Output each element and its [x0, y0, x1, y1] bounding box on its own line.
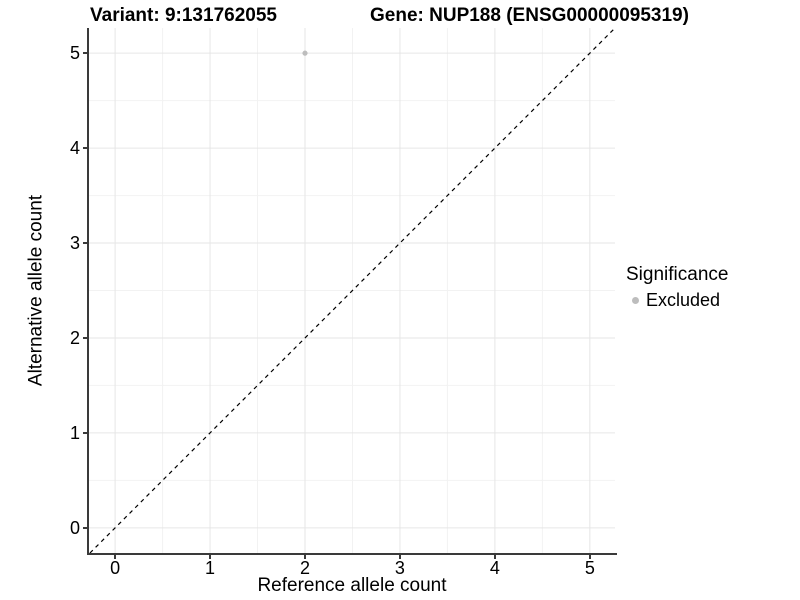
y-tick-label: 1	[69, 422, 80, 443]
plot-panel	[89, 27, 616, 554]
x-axis-line	[87, 553, 617, 555]
x-tick-mark	[493, 555, 496, 559]
legend-entries: Excluded	[626, 290, 728, 310]
plot-canvas	[89, 27, 616, 554]
x-tick-mark	[114, 555, 117, 559]
x-tick-label: 4	[489, 558, 500, 578]
x-tick-label: 0	[110, 558, 121, 578]
y-axis-line	[87, 28, 89, 555]
y-tick-mark	[83, 526, 87, 529]
x-tick-mark	[304, 555, 306, 559]
legend-key-dot-icon	[632, 296, 639, 304]
y-tick-label: 0	[69, 517, 80, 538]
y-tick-label: 2	[69, 327, 80, 348]
data-point	[302, 50, 308, 56]
y-tick-label: 5	[69, 43, 80, 64]
plot-title-gene: Gene: NUP188 (ENSG00000095319)	[370, 5, 689, 26]
plot-title-variant: Variant: 9:131762055	[90, 5, 277, 26]
x-tick-mark	[209, 555, 212, 559]
y-tick-mark	[83, 431, 87, 434]
identity-line	[89, 27, 616, 554]
y-tick-mark	[83, 52, 87, 55]
y-tick-mark	[83, 242, 87, 245]
y-tick-label: 4	[69, 138, 80, 159]
y-axis-title: Alternative allele count	[25, 194, 47, 387]
legend: Significance Excluded	[626, 264, 728, 310]
x-axis-title: Reference allele count	[257, 575, 447, 596]
x-tick-label: 5	[584, 558, 595, 578]
y-tick-mark	[83, 336, 87, 339]
x-tick-label: 3	[394, 558, 405, 578]
x-tick-label: 1	[205, 558, 216, 578]
y-tick-label: 3	[69, 233, 80, 254]
legend-entry-label: Excluded	[646, 289, 721, 310]
y-tick-mark	[83, 147, 87, 150]
legend-entry: Excluded	[626, 290, 728, 310]
x-tick-mark	[398, 555, 401, 559]
x-tick-mark	[588, 555, 591, 559]
legend-title: Significance	[626, 264, 729, 285]
x-tick-label: 2	[299, 558, 310, 578]
